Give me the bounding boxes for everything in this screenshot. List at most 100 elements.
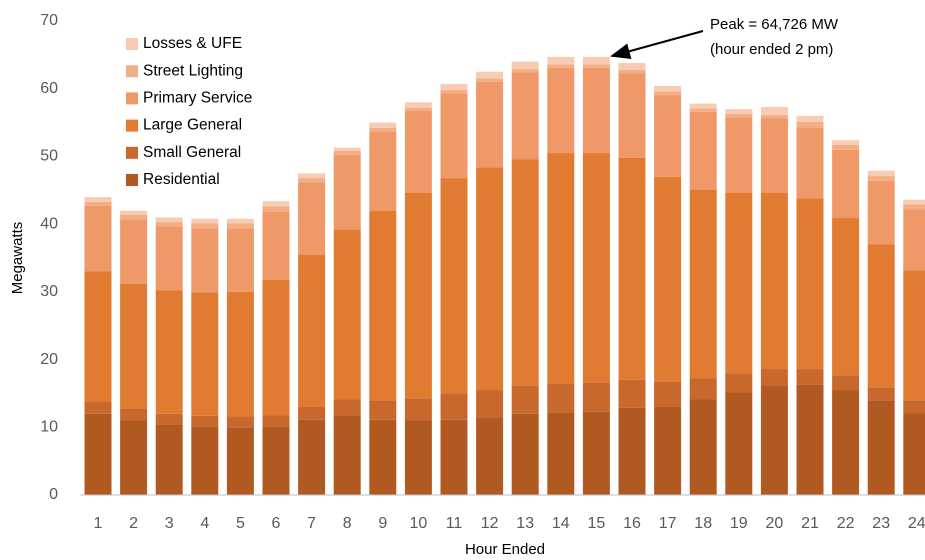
bar-segment [511, 159, 539, 386]
bar-segment [582, 382, 610, 412]
bar-segment [796, 384, 824, 495]
bar-segment [547, 67, 575, 154]
bar-segment [226, 291, 254, 417]
bar-segment [298, 254, 326, 407]
bar-segment [404, 107, 432, 112]
x-tick-label: 1 [94, 515, 103, 532]
bar-segment [867, 170, 895, 177]
bar-segment [226, 416, 254, 428]
bar-segment [404, 111, 432, 193]
bar-segment [903, 199, 925, 205]
x-axis-label: Hour Ended [465, 541, 545, 558]
bar-segment [262, 211, 290, 280]
bar-segment [832, 149, 860, 219]
bar-segment [511, 385, 539, 414]
bar-segment [262, 426, 290, 495]
bar-segment [226, 218, 254, 224]
bar-segment [618, 157, 646, 380]
bar-segment [333, 147, 361, 152]
bar-segment [191, 218, 219, 224]
x-tick-label: 3 [165, 515, 174, 532]
bar-segment [369, 122, 397, 128]
bar-segment [654, 91, 682, 96]
x-tick-label: 5 [236, 515, 245, 532]
bar-segment [654, 176, 682, 382]
bar-segment [903, 204, 925, 210]
bar-segment [832, 218, 860, 376]
bar-segment [155, 290, 183, 414]
y-axis-label: Megawatts [9, 222, 26, 295]
bar-segment [511, 72, 539, 160]
bar-segment [404, 420, 432, 495]
bar-segment [832, 144, 860, 150]
bar-segment [796, 127, 824, 199]
legend-label: Large General [143, 117, 242, 134]
legend-label: Residential [143, 171, 220, 188]
legend-label: Small General [143, 144, 241, 161]
bar-segment [689, 189, 717, 379]
bar-segment [760, 385, 788, 495]
legend-swatch [126, 38, 138, 50]
bar-segment [226, 223, 254, 229]
bar-segment [404, 192, 432, 399]
legend-label: Losses & UFE [143, 35, 242, 52]
bar-segment [689, 111, 717, 190]
legend-swatch [126, 92, 138, 105]
bar-segment [440, 419, 468, 495]
annotation: (hour ended 2 pm) [710, 41, 833, 58]
bar-segment [582, 153, 610, 383]
annotation-arrow [610, 30, 704, 59]
x-tick-label: 24 [908, 515, 925, 532]
bar-segment [511, 61, 539, 70]
legend-swatch [126, 146, 138, 159]
bar-segment [867, 176, 895, 181]
x-tick-label: 20 [766, 515, 784, 532]
y-tick-label: 70 [40, 12, 58, 29]
bar-segment [440, 93, 468, 179]
x-tick-label: 9 [378, 515, 387, 532]
bar-segment [120, 219, 148, 284]
bar-segment [262, 279, 290, 416]
bar-segment [369, 419, 397, 495]
bar-segment [725, 109, 753, 114]
bar-segment [760, 369, 788, 386]
bar-segment [155, 222, 183, 227]
x-tick-label: 18 [694, 515, 712, 532]
bar-segment [654, 86, 682, 92]
bar-segment [262, 206, 290, 212]
bar-segment [226, 427, 254, 495]
bar-segment [333, 399, 361, 416]
y-tick-label: 0 [49, 486, 58, 503]
bar-segment [84, 401, 112, 414]
bar-segment [191, 292, 219, 416]
bar-segment [867, 244, 895, 388]
bar-segment [618, 407, 646, 495]
x-tick-label: 11 [446, 515, 463, 532]
bar-segment [832, 140, 860, 145]
x-tick-label: 16 [623, 515, 641, 532]
x-tick-label: 15 [588, 515, 606, 532]
bar-segment [547, 153, 575, 384]
x-tick-label: 6 [272, 515, 281, 532]
x-tick-label: 12 [481, 515, 499, 532]
bar-segment [440, 90, 468, 94]
bar-segment [84, 197, 112, 202]
bar-segment [725, 117, 753, 193]
bar-segment [476, 390, 504, 418]
x-tick-label: 14 [552, 515, 570, 532]
bar-segment [547, 56, 575, 65]
bar-segment [547, 412, 575, 495]
bar-segment [476, 78, 504, 82]
bar-segment [618, 73, 646, 158]
bar-segment [725, 192, 753, 374]
bar-segment [440, 393, 468, 420]
bar-segment [191, 415, 219, 427]
bar-segment [511, 413, 539, 495]
bar-segment [369, 400, 397, 420]
bar-segment [369, 210, 397, 401]
bar-segment [84, 201, 112, 206]
legend-swatch [126, 119, 138, 132]
bar-segment [476, 417, 504, 495]
bar-segment [689, 108, 717, 112]
